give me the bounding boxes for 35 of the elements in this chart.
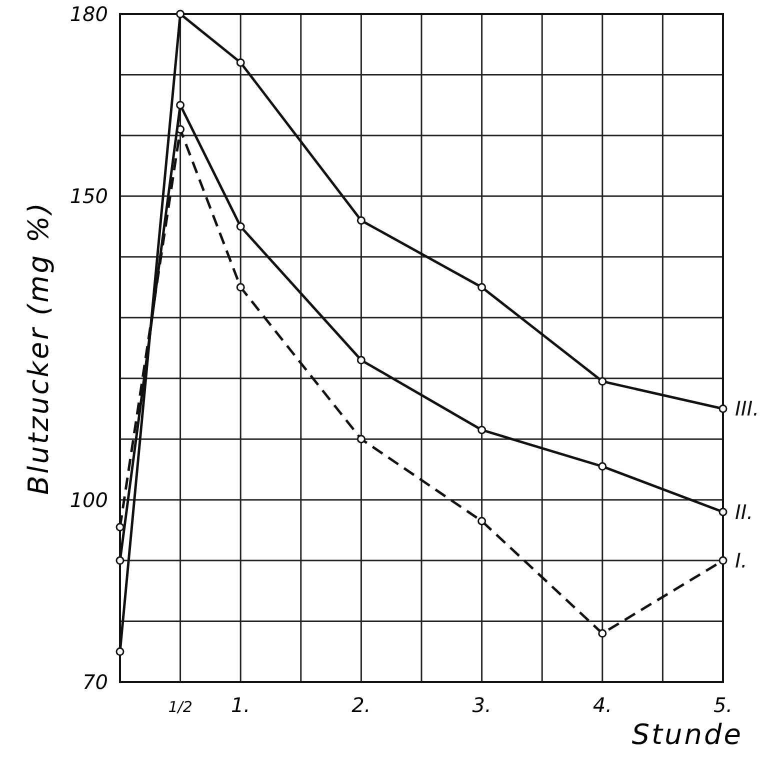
- point: [176, 10, 185, 18]
- point: [356, 356, 366, 364]
- point: [176, 100, 185, 110]
- x-axis-title: Stunde: [632, 718, 743, 751]
- point: [236, 283, 245, 292]
- point: [236, 222, 245, 231]
- x-tick-label: 2.: [352, 693, 371, 717]
- point: [356, 434, 366, 444]
- point: [718, 508, 728, 516]
- y-tick-label: 100: [70, 488, 108, 512]
- point: [598, 629, 607, 638]
- point: [718, 404, 728, 413]
- x-tick-label: 4.: [592, 693, 612, 717]
- point: [718, 556, 728, 565]
- point: [598, 462, 607, 471]
- x-tick-label: 5.: [713, 693, 733, 717]
- point: [236, 58, 245, 67]
- y-tick-label: 180: [70, 2, 108, 26]
- y-tick-label: 150: [70, 184, 108, 208]
- y-tick-label: 70: [82, 670, 108, 694]
- y-axis-title: Blutzucker (mg %): [22, 201, 55, 495]
- series-label: II.: [735, 500, 754, 524]
- x-tick-label: 1/2: [168, 698, 192, 716]
- point: [478, 283, 486, 292]
- series-label: I.: [735, 548, 748, 573]
- point: [116, 647, 124, 656]
- point: [116, 522, 124, 532]
- x-tick-label: 3.: [472, 693, 492, 717]
- series-label: III.: [735, 396, 760, 421]
- x-tick-label: 1.: [231, 693, 250, 717]
- point: [116, 556, 124, 565]
- point: [356, 216, 366, 225]
- point: [478, 426, 486, 434]
- point: [478, 516, 486, 526]
- point: [598, 377, 607, 386]
